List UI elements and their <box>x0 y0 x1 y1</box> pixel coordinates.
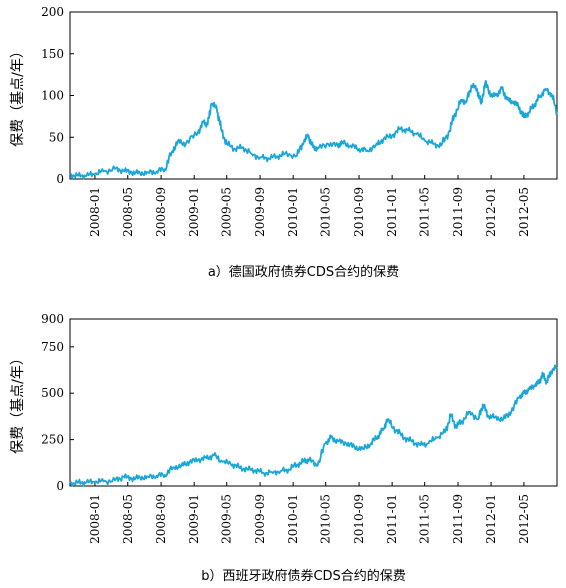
y-tick-label: 0 <box>56 172 64 186</box>
x-tick-label: 2009-05 <box>220 494 234 544</box>
y-axis-label: 保费（基点/年） <box>9 44 26 147</box>
x-tick-label: 2008-05 <box>121 494 135 544</box>
x-tick-label: 2009-09 <box>253 494 267 544</box>
x-tick-label: 2011-01 <box>385 494 399 544</box>
chart-caption: a）德国政府债券CDS合约的保费 <box>208 264 399 280</box>
chart-spain-cds: 0 250 500 750 900 2008-01 2008-05 2008-09 2009-0… <box>9 312 558 584</box>
y-tick-label: 150 <box>41 47 64 61</box>
x-tick-label: 2008-09 <box>154 187 168 237</box>
x-tick-label: 2009-01 <box>187 187 201 237</box>
x-tick-label: 2011-05 <box>418 494 432 544</box>
y-tick-label: 100 <box>41 89 64 103</box>
y-tick-label: 0 <box>56 479 64 493</box>
x-tick-label: 2012-01 <box>484 187 498 237</box>
x-tick-label: 2010-01 <box>286 187 300 237</box>
x-tick-label: 2008-09 <box>154 494 168 544</box>
plot-frame <box>69 318 558 487</box>
x-tick-label: 2011-05 <box>418 187 432 237</box>
x-tick-label: 2009-05 <box>220 187 234 237</box>
x-tick-label: 2011-09 <box>451 494 465 544</box>
x-tick-label: 2012-05 <box>517 187 531 237</box>
x-tick-label: 2009-09 <box>253 187 267 237</box>
x-tick-label: 2009-01 <box>187 494 201 544</box>
x-tick-label: 2008-01 <box>88 187 102 237</box>
x-tick-label: 2010-05 <box>319 494 333 544</box>
series-line <box>69 80 558 180</box>
y-tick-label: 900 <box>41 312 64 326</box>
y-tick-label: 200 <box>41 5 64 19</box>
y-tick-label: 250 <box>41 433 64 447</box>
chart-caption: b）西班牙政府债券CDS合约的保费 <box>201 568 406 584</box>
x-tick-label: 2012-01 <box>484 494 498 544</box>
x-tick-label: 2010-01 <box>286 494 300 544</box>
y-tick-label: 500 <box>41 386 64 400</box>
y-tick-label: 50 <box>49 130 64 144</box>
x-tick-label: 2010-05 <box>319 187 333 237</box>
x-tick-label: 2011-09 <box>451 187 465 237</box>
x-tick-label: 2008-05 <box>121 187 135 237</box>
x-tick-label: 2010-09 <box>352 187 366 237</box>
y-tick-label: 750 <box>41 340 64 354</box>
y-axis-label: 保费（基点/年） <box>9 351 26 454</box>
x-tick-label: 2012-05 <box>517 494 531 544</box>
x-tick-label: 2011-01 <box>385 187 399 237</box>
x-tick-label: 2010-09 <box>352 494 366 544</box>
chart-germany-cds: 0 50 100 150 200 2008-01 2008-05 2008-09 2009-01… <box>9 5 558 280</box>
series-line <box>69 364 558 487</box>
x-tick-label: 2008-01 <box>88 494 102 544</box>
